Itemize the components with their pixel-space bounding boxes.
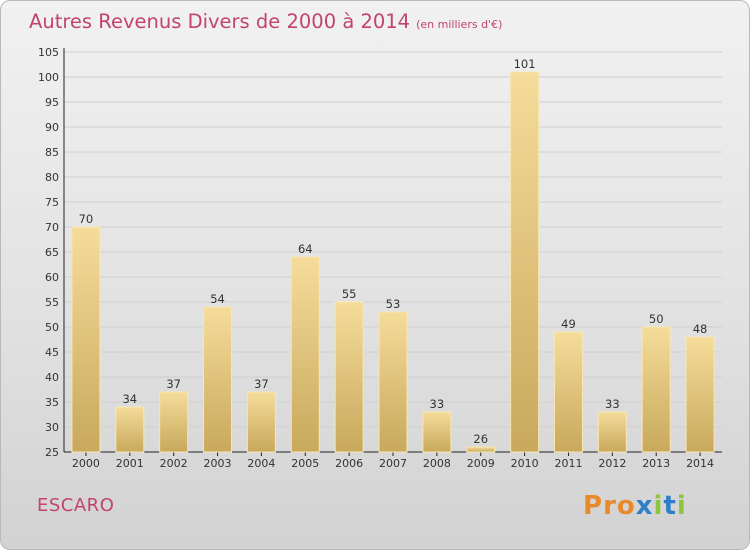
- data-label: 54: [210, 292, 225, 306]
- logo-letter: P: [583, 491, 604, 521]
- x-tick-label: 2008: [423, 457, 451, 470]
- chart-title-text: Autres Revenus Divers de 2000 à 2014: [29, 10, 411, 33]
- bar: [685, 336, 715, 453]
- bar: [466, 446, 496, 453]
- logo-letter: o: [616, 491, 636, 521]
- y-tick-label: 60: [45, 271, 59, 284]
- logo-letter: x: [635, 491, 654, 521]
- bar: [246, 391, 276, 453]
- logo-letter: i: [653, 491, 664, 521]
- x-tick-label: 2003: [204, 457, 232, 470]
- data-labels: 70 34 37 54 37 64 55 53 33 26 101 49 33 50 48: [79, 57, 708, 446]
- bar: [115, 406, 145, 453]
- x-tick-label: 2013: [642, 457, 670, 470]
- y-tick-label: 85: [45, 146, 59, 159]
- y-tick-label: 40: [45, 371, 59, 384]
- data-label: 26: [473, 432, 488, 446]
- bar: [422, 411, 452, 453]
- bar: [510, 71, 540, 453]
- x-tick-label: 2002: [160, 457, 188, 470]
- data-label: 70: [79, 212, 94, 226]
- y-tick-label: 100: [38, 71, 59, 84]
- bar: [553, 331, 583, 453]
- y-tick-label: 35: [45, 396, 59, 409]
- bar: [641, 326, 671, 453]
- y-tick-label: 50: [45, 321, 59, 334]
- y-tick-label: 95: [45, 96, 59, 109]
- x-tick-label: 2014: [686, 457, 714, 470]
- x-tick-labels: 2000 2001 2002 2003 2004 2005 2006 2007 2008 2009…: [72, 457, 714, 470]
- bar: [378, 311, 408, 453]
- logo-letter: t: [663, 491, 677, 521]
- data-label: 64: [298, 242, 313, 256]
- bars: [71, 71, 715, 453]
- x-tick-label: 2001: [116, 457, 144, 470]
- data-label: 33: [605, 397, 620, 411]
- data-label: 55: [342, 287, 357, 301]
- x-tick-label: 2000: [72, 457, 100, 470]
- x-tick-label: 2011: [554, 457, 582, 470]
- commune-name: ESCARO: [37, 495, 115, 516]
- bar: [71, 226, 101, 453]
- x-tick-label: 2004: [247, 457, 275, 470]
- logo-letter: i: [676, 491, 687, 521]
- x-tick-label: 2006: [335, 457, 363, 470]
- x-tick-label: 2005: [291, 457, 319, 470]
- data-label: 49: [561, 317, 576, 331]
- data-label: 48: [693, 322, 708, 336]
- x-tick-label: 2012: [598, 457, 626, 470]
- y-tick-label: 80: [45, 171, 59, 184]
- bar: [334, 301, 364, 453]
- y-tick-label: 25: [45, 446, 59, 459]
- chart-subtitle: (en milliers d'€): [416, 18, 503, 31]
- bar: [597, 411, 627, 453]
- data-label: 33: [430, 397, 445, 411]
- proxiti-logo[interactable]: Proxiti: [583, 491, 687, 521]
- y-tick-label: 65: [45, 246, 59, 259]
- bar: [290, 256, 320, 453]
- data-label: 34: [122, 392, 137, 406]
- y-tick-label: 30: [45, 421, 59, 434]
- chart-title: Autres Revenus Divers de 2000 à 2014 (en …: [29, 10, 502, 33]
- y-tick-labels: 25 30 35 40 45 50 55 60 65 70 75 80 85 90 95 100 105: [38, 46, 59, 459]
- data-label: 50: [649, 312, 664, 326]
- y-tick-label: 105: [38, 46, 59, 59]
- y-tick-label: 75: [45, 196, 59, 209]
- data-label: 101: [514, 57, 536, 71]
- y-tick-label: 55: [45, 296, 59, 309]
- bar: [159, 391, 189, 453]
- logo-letter: r: [603, 491, 617, 521]
- x-tick-label: 2007: [379, 457, 407, 470]
- x-tick-label: 2010: [511, 457, 539, 470]
- y-tick-label: 70: [45, 221, 59, 234]
- data-label: 37: [254, 377, 269, 391]
- y-tick-label: 90: [45, 121, 59, 134]
- data-label: 37: [166, 377, 181, 391]
- data-label: 53: [386, 297, 401, 311]
- y-tick-label: 45: [45, 346, 59, 359]
- bar: [203, 306, 233, 453]
- x-tick-label: 2009: [467, 457, 495, 470]
